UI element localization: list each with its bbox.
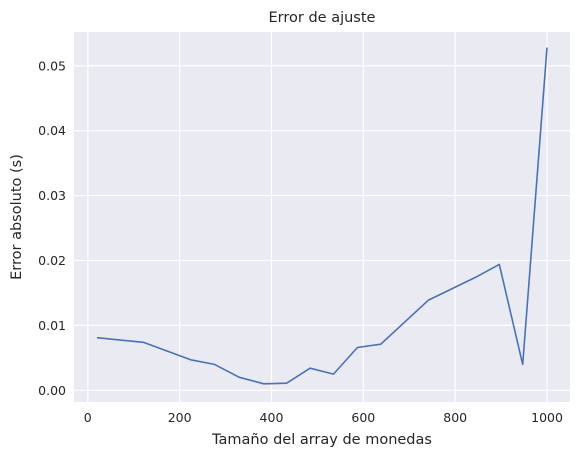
- plot-area: [74, 32, 570, 402]
- y-tick-labels: 0.00 0.01 0.02 0.03 0.04 0.05: [38, 58, 66, 398]
- y-tick-label: 0.00: [38, 383, 66, 398]
- x-axis-label: Tamaño del array de monedas: [211, 432, 432, 448]
- y-tick-label: 0.03: [38, 188, 66, 203]
- x-tick-label: 600: [351, 410, 375, 425]
- grid: [74, 32, 570, 402]
- x-tick-label: 400: [260, 410, 284, 425]
- y-tick-label: 0.01: [38, 318, 66, 333]
- x-tick-label: 800: [443, 410, 467, 425]
- x-tick-label: 0: [84, 410, 92, 425]
- y-axis-label: Error absoluto (s): [9, 154, 25, 280]
- x-tick-labels: 0 200 400 600 800 1000: [84, 410, 563, 425]
- series-line: [96, 47, 548, 385]
- y-tick-label: 0.04: [38, 123, 66, 138]
- chart-title: Error de ajuste: [269, 10, 376, 26]
- x-tick-label: 200: [168, 410, 192, 425]
- y-tick-label: 0.05: [38, 58, 66, 73]
- x-tick-label: 1000: [531, 410, 563, 425]
- series-layer: [96, 47, 548, 385]
- y-tick-label: 0.02: [38, 253, 66, 268]
